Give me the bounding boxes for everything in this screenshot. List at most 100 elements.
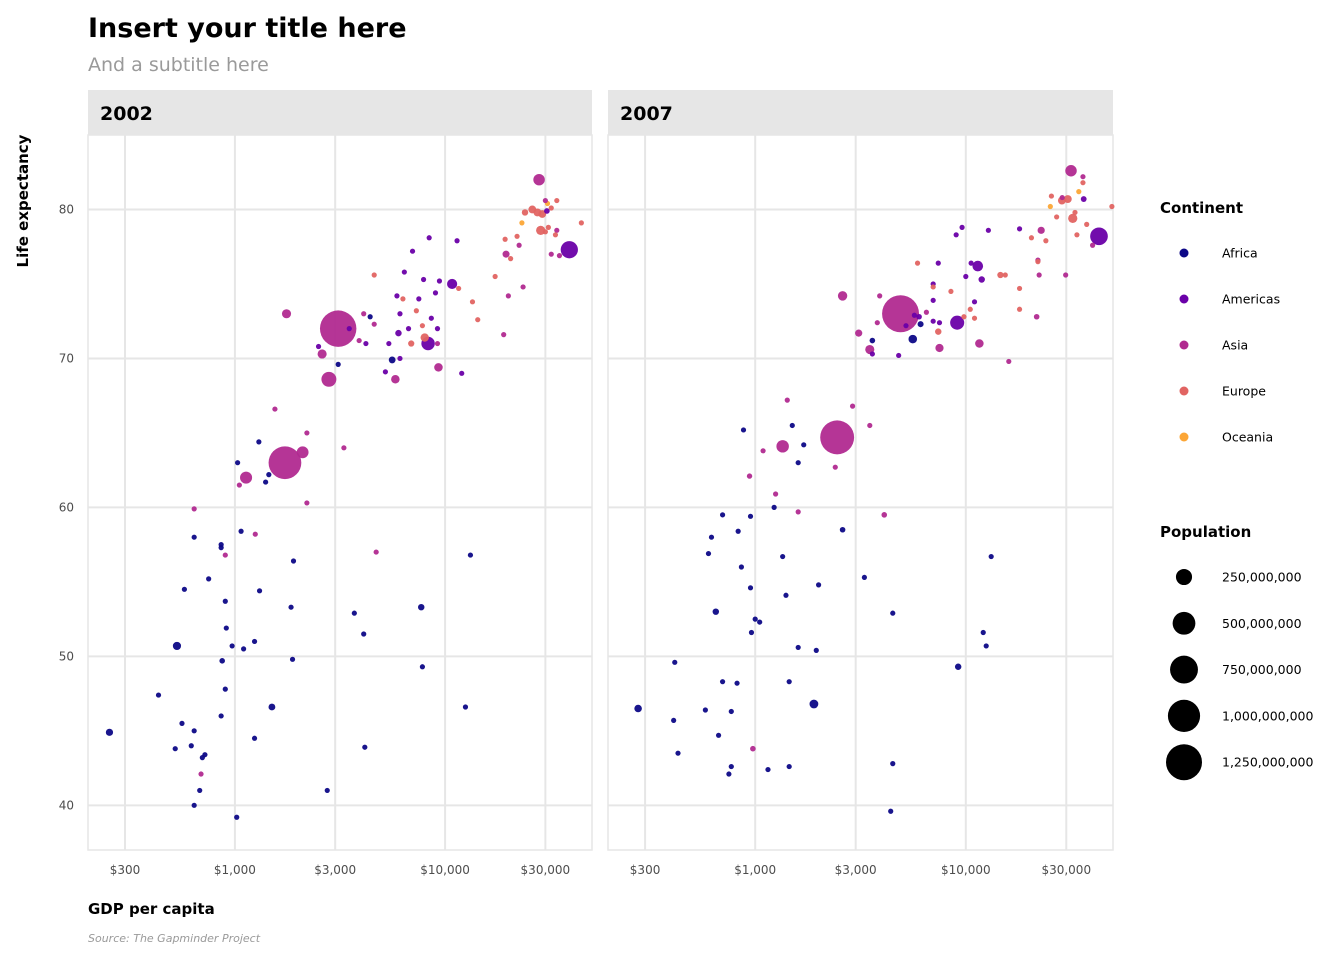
scatter-point [397, 311, 403, 317]
facet-panel-2007: 2007 $300 $1,000 $3,000 $10,000 $30,000 [607, 90, 1115, 877]
scatter-point [454, 238, 460, 244]
scatter-point [197, 787, 203, 794]
scatter-point [382, 369, 388, 375]
scatter-point [954, 663, 962, 671]
scatter-point [179, 720, 185, 726]
scatter-point [516, 242, 522, 248]
scatter-point [985, 227, 991, 233]
scatter-point [795, 509, 801, 515]
scatter-point [397, 355, 403, 362]
scatter-point [552, 232, 559, 238]
scatter-point [346, 326, 352, 332]
scatter-point [362, 744, 368, 750]
scatter-point [317, 349, 327, 359]
legend-label: Africa [1222, 246, 1258, 261]
scatter-point [545, 224, 551, 230]
scatter-point [236, 482, 242, 488]
scatter-point [434, 326, 441, 332]
scatter-point [502, 250, 510, 258]
points [105, 173, 584, 820]
scatter-point [191, 802, 197, 808]
x-tick-label: $1,000 [734, 863, 776, 877]
scatter-point [750, 745, 756, 752]
scatter-point [961, 314, 967, 320]
scatter-point [341, 445, 347, 451]
scatter-point [416, 296, 422, 302]
legend-label: Americas [1222, 292, 1280, 307]
scatter-point [548, 251, 554, 257]
scatter-point [1016, 285, 1023, 292]
scatter-point [780, 553, 786, 560]
scatter-point [361, 631, 367, 637]
scatter-point [578, 220, 584, 226]
scatter-point [849, 403, 856, 409]
scatter-point [1074, 232, 1080, 238]
legend-size-key [1175, 568, 1193, 586]
scatter-point [752, 616, 758, 622]
scatter-point [702, 707, 708, 713]
scatter-point [538, 210, 547, 218]
y-axis-label: Life expectancy [14, 134, 32, 267]
scatter-point [1080, 180, 1086, 186]
facet-label: 2002 [100, 103, 153, 125]
scatter-point [251, 735, 258, 741]
scatter-point [1028, 235, 1035, 241]
scatter-point [361, 311, 367, 317]
scatter-point [795, 460, 801, 466]
scatter-point [408, 340, 415, 347]
scatter-point [281, 309, 292, 319]
scatter-point [367, 314, 373, 320]
scatter-point [1006, 358, 1012, 365]
scatter-point [181, 586, 187, 592]
legend-key-oceania [1179, 432, 1189, 442]
facet-strip-2002 [88, 90, 592, 135]
scatter-point [321, 371, 337, 387]
x-tick-label: $300 [630, 863, 661, 877]
scatter-point [935, 260, 941, 266]
scatter-point [935, 343, 944, 353]
scatter-point [1076, 189, 1082, 195]
scatter-point [560, 241, 578, 259]
scatter-point [388, 356, 396, 364]
scatter-point [434, 363, 443, 372]
scatter-point [1047, 203, 1053, 210]
scatter-point [251, 638, 258, 645]
scatter-point [235, 460, 241, 466]
facet-panel-2002: 2002 $300 $1,000 $3,000 $10,000 $30,000 40 50 60… [59, 90, 593, 877]
scatter-point [400, 296, 406, 302]
scatter-point [837, 291, 848, 301]
x-tick-label: $30,000 [1041, 863, 1091, 877]
scatter-point [740, 427, 747, 433]
scatter-point [409, 248, 416, 254]
scatter-point [760, 448, 766, 454]
scatter-point [240, 471, 253, 484]
y-tick-label: 80 [59, 202, 74, 216]
legend: Continent Africa Americas Asia Europe Oceani… [1160, 199, 1313, 781]
scatter-point [519, 220, 525, 226]
scatter-point [172, 746, 178, 752]
scatter-point [1068, 213, 1078, 224]
scatter-point [911, 312, 917, 318]
scatter-point [469, 299, 476, 305]
x-tick-label: $3,000 [314, 863, 356, 877]
scatter-point [757, 619, 763, 625]
scatter-point [728, 763, 734, 770]
scatter-point [735, 528, 741, 534]
scatter-point [459, 370, 465, 376]
scatter-point [467, 552, 474, 558]
scatter-point [505, 293, 511, 299]
scatter-point [191, 506, 197, 512]
scatter-point [783, 592, 789, 598]
x-tick-label: $300 [110, 863, 141, 877]
legend-continent-items: Africa Americas Asia Europe Oceania [1179, 246, 1280, 445]
legend-size-key [1166, 744, 1202, 781]
scatter-point [719, 679, 726, 685]
scatter-point [786, 763, 792, 770]
scatter-point [548, 205, 554, 211]
scatter-point [462, 704, 469, 710]
scatter-point [914, 260, 921, 266]
scatter-point [983, 643, 989, 649]
scatter-point [252, 531, 258, 537]
scatter-point [172, 641, 182, 651]
scatter-point [971, 299, 978, 305]
